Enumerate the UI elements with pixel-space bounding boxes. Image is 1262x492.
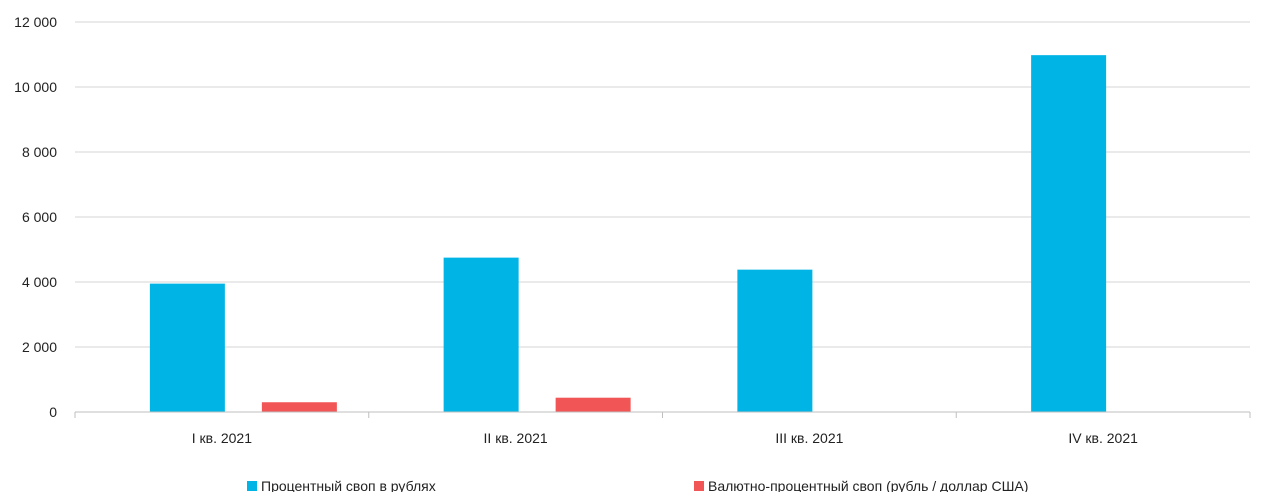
bar-interest-rate-swap (737, 269, 813, 412)
bar-interest-rate-swap (1031, 55, 1107, 413)
x-axis-ticks (74, 412, 1251, 418)
bar-cross-currency-swap (555, 397, 631, 412)
x-axis-tick-labels: I кв. 2021 II кв. 2021 III кв. 2021 IV кв. … (192, 430, 1138, 446)
bar-cross-currency-swap (261, 402, 337, 412)
y-tick-label: 6 000 (22, 209, 57, 225)
legend-label: Валютно-процентный своп (рубль / доллар … (708, 478, 1028, 492)
legend-label: Процентный своп в рублях (261, 478, 436, 492)
bar-interest-rate-swap (443, 257, 519, 412)
y-tick-label: 12 000 (14, 14, 57, 30)
y-tick-label: 8 000 (22, 144, 57, 160)
y-tick-label: 4 000 (22, 274, 57, 290)
x-category-label: IV кв. 2021 (1068, 430, 1138, 446)
x-category-label: II кв. 2021 (484, 430, 548, 446)
x-category-label: I кв. 2021 (192, 430, 252, 446)
y-tick-label: 10 000 (14, 79, 57, 95)
legend: Процентный своп в рублях Валютно-процентн… (247, 478, 1028, 492)
x-category-label: III кв. 2021 (775, 430, 843, 446)
y-tick-label: 2 000 (22, 339, 57, 355)
legend-swatch (247, 481, 257, 491)
y-tick-label: 0 (49, 404, 57, 420)
y-axis-tick-labels: 0 2 000 4 000 6 000 8 000 10 000 12 000 (14, 14, 57, 420)
bar-interest-rate-swap (149, 283, 225, 412)
bars (149, 55, 1107, 413)
legend-swatch (694, 481, 704, 491)
